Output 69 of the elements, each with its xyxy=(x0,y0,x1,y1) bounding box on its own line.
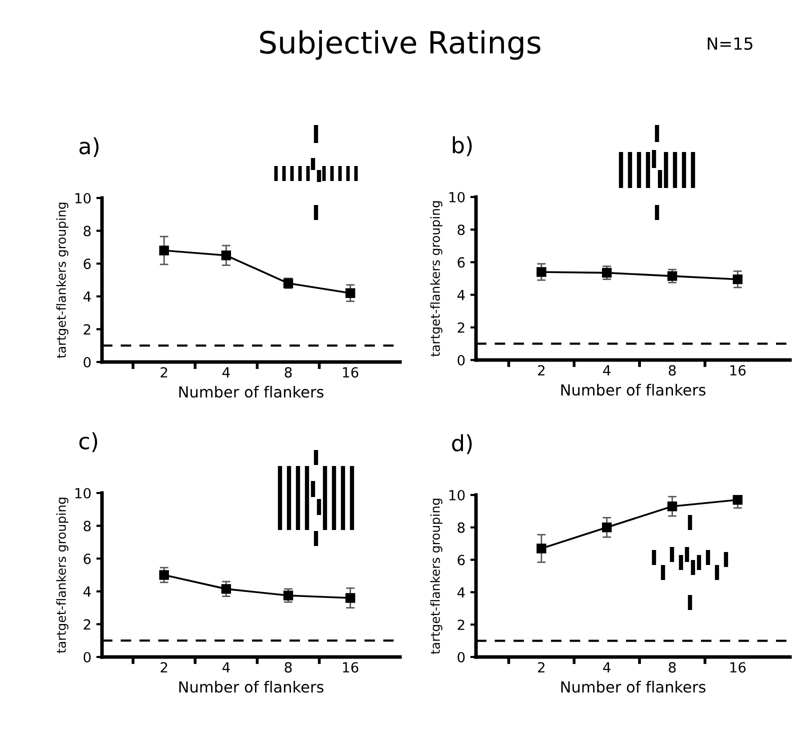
y-axis-title: tartget-flankers grouping xyxy=(430,201,442,357)
y-tick-label: 10 xyxy=(75,488,91,498)
y-axis-title: tartget-flankers grouping xyxy=(430,498,442,654)
x-tick-label: 4 xyxy=(222,367,230,378)
y-tick-label: 0 xyxy=(84,652,91,662)
x-tick-label: 8 xyxy=(668,662,676,673)
x-tick-label: 2 xyxy=(160,367,168,378)
point xyxy=(667,501,678,512)
y-tick-label: 4 xyxy=(83,586,91,597)
x-tick-label: 2 xyxy=(160,662,168,672)
point xyxy=(667,271,678,281)
chart-title: b) xyxy=(452,136,472,156)
y-tick-label: 4 xyxy=(457,587,465,598)
point xyxy=(732,274,743,284)
y-tick-label: 6 xyxy=(84,258,91,270)
x-axis-title: Number of flankers xyxy=(561,680,706,693)
x-tick-label: 4 xyxy=(222,662,230,672)
y-tick-label: 10 xyxy=(449,192,465,202)
point xyxy=(283,590,294,600)
y-tick-label: 4 xyxy=(83,292,91,302)
y-tick-label: 2 xyxy=(84,619,90,630)
y-tick-label: 6 xyxy=(84,554,91,564)
x-tick-label: 8 xyxy=(668,365,676,376)
text: Subjective Ratings xyxy=(260,30,540,60)
y-tick-label: 8 xyxy=(84,226,91,236)
chart-title: d) xyxy=(452,434,472,454)
point xyxy=(159,246,169,256)
y-tick-label: 6 xyxy=(458,554,465,566)
point xyxy=(345,593,356,603)
x-axis-title: Number of flankers xyxy=(179,386,324,398)
chart-title: c) xyxy=(79,432,98,452)
y-tick-label: 2 xyxy=(84,324,90,334)
y-tick-label: 10 xyxy=(75,192,91,204)
point xyxy=(536,267,546,277)
text: N=15 xyxy=(708,37,752,50)
y-axis-title: tartget-flankers grouping xyxy=(56,498,68,654)
chart-title: a) xyxy=(79,137,99,158)
x-tick-label: 2 xyxy=(538,365,544,376)
x-tick-label: 8 xyxy=(284,662,292,673)
y-tick-label: 8 xyxy=(458,224,465,236)
point xyxy=(159,570,169,580)
point xyxy=(221,250,232,260)
point xyxy=(345,288,356,298)
y-axis-title: tartget-flankers grouping xyxy=(56,202,68,358)
x-tick-label: 16 xyxy=(343,662,358,673)
y-tick-label: 4 xyxy=(457,290,465,300)
x-axis-title: Number of flankers xyxy=(561,384,706,396)
point xyxy=(602,522,612,532)
point xyxy=(732,495,743,505)
point xyxy=(536,544,546,554)
x-axis-title: Number of flankers xyxy=(179,680,324,693)
y-tick-label: 0 xyxy=(458,354,465,366)
x-tick-label: 4 xyxy=(603,365,610,376)
y-tick-label: 2 xyxy=(458,322,464,333)
x-tick-label: 16 xyxy=(730,662,746,673)
point xyxy=(602,268,612,278)
x-tick-label: 16 xyxy=(343,367,358,378)
y-tick-label: 8 xyxy=(84,520,91,532)
y-tick-label: 0 xyxy=(84,356,91,368)
y-tick-label: 10 xyxy=(449,490,465,500)
x-tick-label: 2 xyxy=(538,662,544,672)
point xyxy=(221,584,232,594)
x-tick-label: 16 xyxy=(730,365,746,376)
x-tick-label: 4 xyxy=(603,662,610,672)
y-tick-label: 8 xyxy=(458,522,465,533)
x-tick-label: 8 xyxy=(284,367,292,378)
y-tick-label: 0 xyxy=(458,652,465,662)
y-tick-label: 2 xyxy=(458,620,464,630)
y-tick-label: 6 xyxy=(458,257,465,268)
